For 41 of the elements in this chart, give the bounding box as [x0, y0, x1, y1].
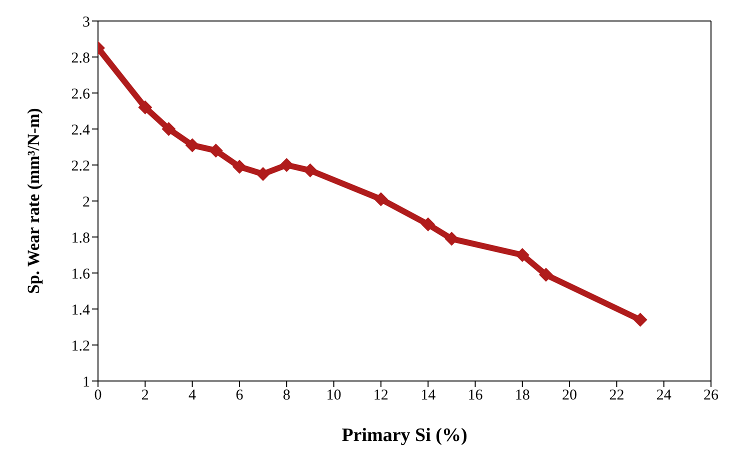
y-tick-label: 2.2: [71, 158, 90, 174]
point: [162, 122, 176, 136]
x-tick-label: 14: [420, 388, 436, 404]
x-tick-label: 18: [514, 388, 530, 404]
x-tick-label: 16: [468, 388, 484, 404]
point: [280, 158, 294, 172]
x-tick-label: 24: [656, 388, 672, 404]
x-tick-label: 20: [562, 388, 578, 404]
point: [538, 268, 553, 282]
y-tick-label: 1.6: [71, 266, 90, 282]
x-tick-label: 12: [373, 388, 388, 404]
y-tick-label: 1.2: [71, 338, 90, 354]
y-tick-label: 2: [82, 194, 90, 210]
point: [515, 248, 530, 262]
y-tick-label: 2.8: [71, 50, 90, 66]
point: [444, 232, 459, 246]
y-tick-label: 2.4: [71, 122, 90, 138]
x-tick-label: 10: [326, 388, 342, 404]
y-tick-label: 1.8: [71, 230, 90, 246]
y-tick-label: 3: [82, 14, 90, 30]
point: [256, 167, 270, 181]
x-tick-label: 6: [236, 388, 244, 404]
x-tick-label: 2: [141, 388, 149, 404]
y-tick-label: 1.4: [71, 302, 90, 318]
x-tick-label: 22: [609, 388, 624, 404]
point: [303, 163, 318, 178]
x-axis-title: Primary Si (%): [342, 425, 468, 446]
x-tick-label: 4: [188, 388, 197, 404]
point: [185, 138, 200, 152]
y-tick-label: 1: [82, 374, 90, 390]
point: [208, 144, 223, 158]
point: [232, 160, 246, 174]
y-tick-label: 2.6: [71, 86, 90, 102]
point: [633, 312, 648, 327]
y-axis-title: Sp. Wear rate (mm³/N-m): [24, 108, 44, 294]
x-tick-label: 8: [282, 388, 290, 404]
x-tick-label: 26: [704, 388, 719, 404]
point: [138, 100, 152, 114]
point: [374, 192, 388, 206]
x-tick-label: 0: [94, 388, 102, 404]
point: [421, 217, 436, 232]
